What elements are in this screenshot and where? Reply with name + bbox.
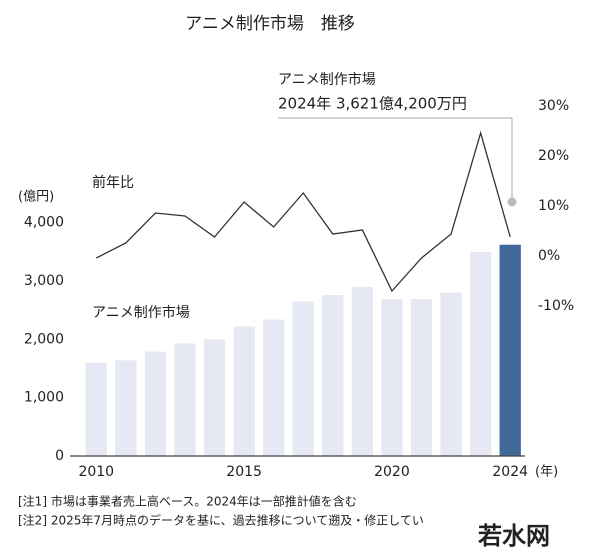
leader-dot	[507, 197, 517, 207]
bar	[85, 362, 107, 456]
y-tick-label: 3,000	[24, 273, 64, 289]
bar	[351, 286, 374, 456]
bar	[322, 295, 344, 456]
bar	[174, 343, 196, 456]
bar	[233, 326, 255, 456]
line	[95, 130, 511, 293]
y2-tick-label: 0%	[538, 248, 560, 264]
bar	[381, 299, 403, 456]
bar	[499, 244, 521, 456]
bar	[292, 301, 314, 456]
bar	[440, 292, 462, 456]
bar	[263, 319, 285, 456]
x-tick-label: 2010	[78, 464, 114, 480]
y-tick-label: 2,000	[24, 331, 64, 347]
bar	[203, 339, 226, 456]
y2-tick-label: -10%	[538, 298, 574, 314]
y2-tick-label: 30%	[538, 98, 569, 114]
y2-tick-label: 10%	[538, 198, 569, 214]
annotation-title: アニメ制作市場	[278, 71, 376, 88]
note: [注2] 2025年7月時点のデータを基に、過去推移について遡及・修正してい	[18, 513, 424, 528]
y-axis-label: (億円)	[18, 189, 54, 205]
series-label: 前年比	[92, 174, 134, 191]
annotation-text: 2024年 3,621億4,200万円	[278, 95, 467, 113]
y-tick-label: 1,000	[24, 390, 64, 406]
x-axis-label: (年)	[535, 465, 558, 480]
x-tick-label: 2015	[226, 464, 262, 480]
y2-tick-label: 20%	[538, 148, 569, 164]
watermark: 若水网	[477, 522, 550, 550]
chart-title: アニメ制作市場 推移	[185, 14, 355, 34]
leader-line	[278, 117, 513, 202]
series-label: アニメ制作市場	[92, 304, 190, 321]
bar	[115, 360, 137, 456]
y-tick-label: 4,000	[24, 215, 64, 231]
x-tick-label: 2020	[374, 464, 410, 480]
x-tick-label: 2024	[492, 464, 528, 480]
bar	[144, 351, 167, 456]
y-tick-label: 0	[55, 448, 64, 464]
bar	[410, 299, 433, 456]
note: [注1] 市場は事業者売上高ベース。2024年は一部推計値を含む	[18, 494, 357, 509]
bar	[470, 251, 492, 456]
